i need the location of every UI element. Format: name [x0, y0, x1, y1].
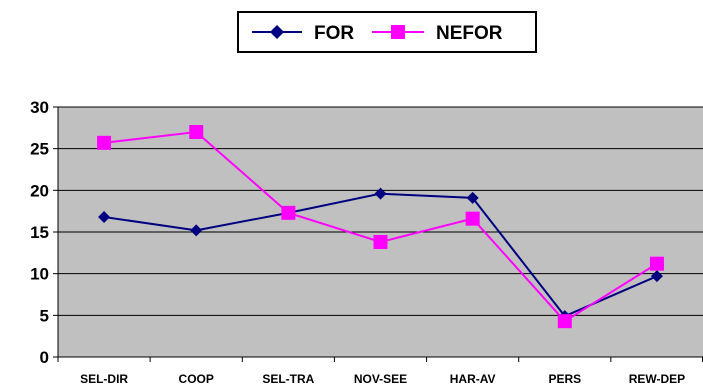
plot-area: 0 5 10 15 20 25 30 SEL-DIR COOP SEL-TRA NOV-SEE HAR…: [30, 98, 703, 386]
legend-label-for: FOR: [314, 23, 354, 44]
data-point-for: [190, 224, 203, 237]
data-point-nefor: [373, 235, 388, 249]
data-point-nefor: [97, 135, 112, 150]
data-point-for: [98, 211, 111, 223]
y-tick-label: 0: [40, 348, 49, 367]
legend: FOR NEFOR: [237, 11, 537, 53]
x-tick-label: SEL-TRA: [262, 372, 314, 386]
data-point-for: [374, 187, 387, 200]
legend-label-nefor: NEFOR: [436, 23, 503, 44]
data-point-nefor: [465, 211, 480, 226]
data-point-nefor: [189, 125, 204, 139]
y-tick-label: 20: [30, 181, 49, 200]
data-point-for: [466, 191, 479, 204]
x-tick-label: NOV-SEE: [354, 372, 407, 386]
data-point-nefor: [557, 314, 572, 329]
x-tick-label: REW-DEP: [629, 372, 685, 386]
data-point-nefor: [649, 256, 664, 271]
x-tick-label: COOP: [179, 372, 214, 386]
y-tick-label: 15: [30, 223, 49, 242]
x-tick-label: SEL-DIR: [80, 372, 128, 386]
data-point-nefor: [281, 205, 296, 220]
y-tick-label: 25: [30, 140, 49, 159]
x-tick-label: HAR-AV: [450, 372, 496, 386]
legend-marker-nefor: [391, 25, 405, 39]
x-tick-label: PERS: [548, 372, 581, 386]
legend-marker-for: [270, 25, 284, 39]
y-tick-label: 10: [30, 265, 49, 284]
data-point-for: [650, 270, 663, 283]
y-tick-label: 30: [30, 98, 49, 117]
y-tick-label: 5: [40, 306, 49, 325]
